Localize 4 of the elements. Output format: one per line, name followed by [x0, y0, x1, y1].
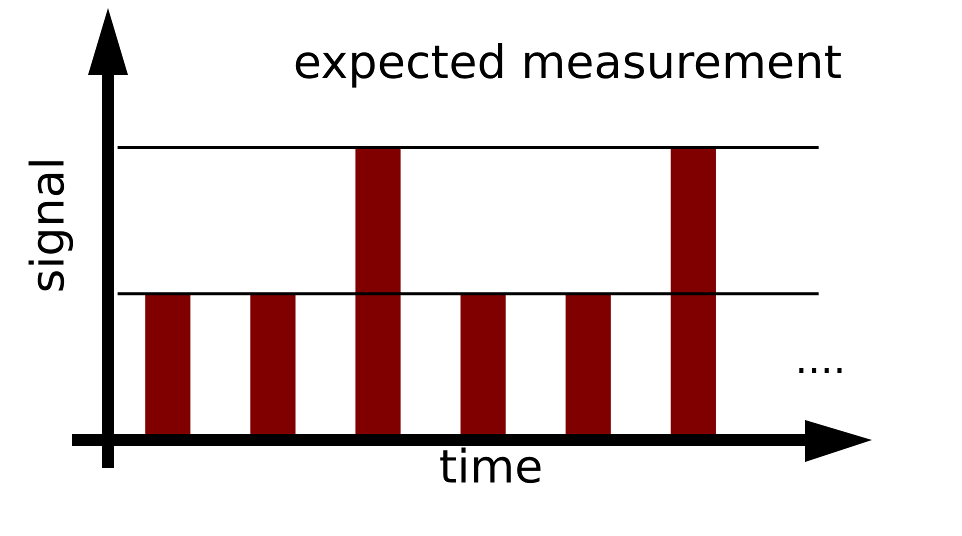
y-axis-title: signal	[20, 156, 74, 294]
x-axis-title: time	[439, 440, 543, 494]
annotation: ....	[795, 337, 846, 383]
chart-title: expected measurement	[293, 35, 842, 90]
